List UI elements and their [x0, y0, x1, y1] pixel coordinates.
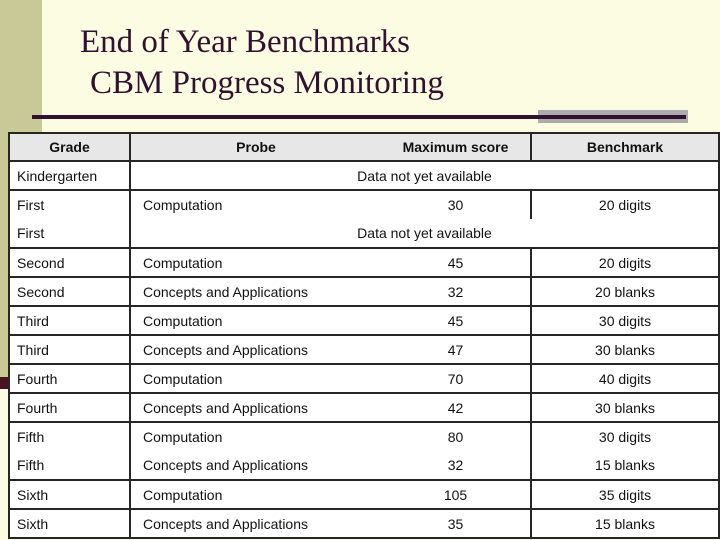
cell-max-score: 35: [381, 509, 531, 539]
cell-max-score: 80: [447, 429, 464, 445]
table-row: First Computation 30 20 digits: [9, 190, 719, 219]
table-row: Fourth Computation 70 40 digits: [9, 364, 719, 394]
cell-grade: Second: [9, 248, 130, 278]
benchmarks-table: Grade Probe Maximum score Benchmark Kind…: [8, 132, 720, 539]
cell-max-score: 47: [381, 335, 531, 365]
column-header-benchmark: Benchmark: [530, 133, 719, 162]
table-row: Third Concepts and Applications 47 30 bl…: [9, 335, 719, 365]
cell-grade: Fourth: [9, 393, 130, 423]
table-row: Third Computation 45 30 digits: [9, 306, 719, 336]
cell-unavailable: Data not yet available: [129, 219, 719, 249]
cell-max-score: 45: [381, 306, 531, 336]
column-header-grade: Grade: [9, 133, 130, 162]
cell-benchmark: 30 blanks: [530, 335, 719, 365]
cell-max-score: 32: [381, 277, 531, 307]
cell-probe: Computation: [129, 306, 381, 336]
cell-grade: Fifth: [9, 451, 130, 481]
cell-benchmark: 20 digits: [530, 248, 719, 278]
cell-grade: Kindergarten: [9, 161, 130, 191]
cell-probe: Computation: [129, 248, 381, 278]
slide-title-line-1: End of Year Benchmarks: [80, 24, 410, 60]
cell-probe: Computation: [129, 364, 381, 394]
table-row: First Data not yet available: [9, 219, 719, 249]
cell-max-score: 45: [381, 248, 531, 278]
cell-probe: Concepts and Applications: [129, 335, 381, 365]
cell-benchmark: 30 digits: [530, 422, 719, 451]
cell-grade: First: [9, 219, 130, 249]
cell-benchmark: 20 digits: [530, 190, 719, 219]
cell-max-score: 42: [381, 393, 531, 423]
cell-unavailable: Data not yet available: [129, 161, 719, 191]
cell-grade: Sixth: [9, 480, 130, 510]
cell-grade: Third: [9, 306, 130, 336]
table-row: Second Concepts and Applications 32 20 b…: [9, 277, 719, 307]
cell-grade: Second: [9, 277, 130, 307]
table-row: Second Computation 45 20 digits: [9, 248, 719, 278]
cell-benchmark: 40 digits: [530, 364, 719, 394]
table-row: Sixth Concepts and Applications 35 15 bl…: [9, 509, 719, 539]
cell-benchmark: 15 blanks: [530, 451, 719, 481]
cell-max-score: 30: [447, 197, 464, 213]
table-header-row: Grade Probe Maximum score Benchmark: [9, 133, 719, 162]
slide-title: End of Year Benchmarks CBM Progress Moni…: [80, 22, 640, 104]
title-underline-rule: [32, 115, 686, 119]
table-row: Sixth Computation 105 35 digits: [9, 480, 719, 510]
cell-probe: Computation: [129, 480, 381, 510]
cell-benchmark: 30 digits: [530, 306, 719, 336]
cell-benchmark: 15 blanks: [530, 509, 719, 539]
cell-probe: Concepts and Applications: [129, 451, 381, 481]
cell-probe: Concepts and Applications: [129, 277, 381, 307]
cell-probe: Concepts and Applications: [129, 509, 381, 539]
slide-title-line-2: CBM Progress Monitoring: [90, 65, 444, 101]
cell-grade: Third: [9, 335, 130, 365]
cell-probe: Concepts and Applications: [129, 393, 381, 423]
cell-probe: Computation: [129, 190, 381, 219]
cell-grade: First: [17, 197, 45, 213]
column-header-probe: Probe: [129, 133, 381, 162]
cell-benchmark: 35 digits: [530, 480, 719, 510]
table-row: Kindergarten Data not yet available: [9, 161, 719, 191]
cell-benchmark: 30 blanks: [530, 393, 719, 423]
cell-max-score: 70: [381, 364, 531, 394]
column-header-maximum-score: Maximum score: [381, 133, 531, 162]
table-row: Fourth Concepts and Applications 42 30 b…: [9, 393, 719, 423]
table-row: Fifth Concepts and Applications 32 15 bl…: [9, 451, 719, 481]
accent-square: [0, 377, 9, 389]
cell-max-score: 105: [381, 480, 531, 510]
cell-probe: Computation: [129, 422, 381, 451]
cell-grade: Sixth: [9, 509, 130, 539]
cell-grade: Fourth: [9, 364, 130, 394]
cell-max-score: 32: [381, 451, 531, 481]
table-row: Fifth Computation 80 30 digits: [9, 422, 719, 451]
cell-benchmark: 20 blanks: [530, 277, 719, 307]
cell-grade: Fifth: [17, 429, 45, 445]
